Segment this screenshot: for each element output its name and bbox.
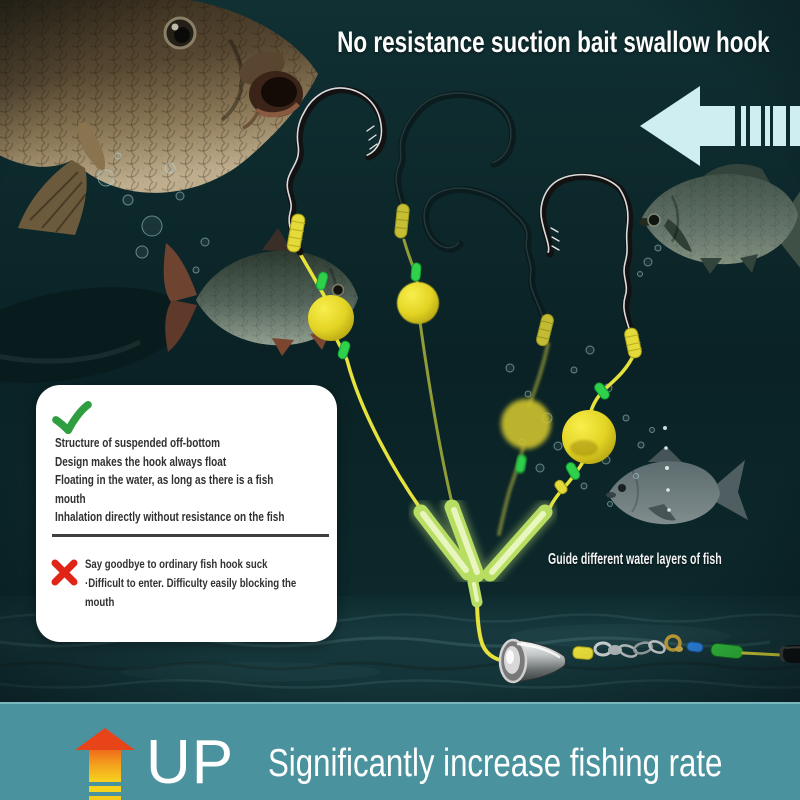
card-divider [52, 534, 329, 537]
cons-row: Say goodbye to ordinary fish hook suck ·… [51, 551, 425, 612]
pros-text: Structure of suspended off-bottom Design… [55, 436, 285, 524]
water-layers-caption: Guide different water layers of fish [548, 551, 800, 569]
arrow-left-striped-icon [640, 86, 800, 166]
cons-text: Say goodbye to ordinary fish hook suck ·… [85, 557, 297, 609]
headline-text: No resistance suction bait swallow hook [336, 26, 770, 59]
cross-icon [51, 559, 78, 586]
headline: No resistance suction bait swallow hook [306, 26, 800, 60]
up-label: UP [146, 728, 235, 797]
arrow-up-gradient-icon [75, 728, 135, 800]
benefits-card: Structure of suspended off-bottom Design… [36, 385, 337, 642]
check-icon [52, 401, 92, 435]
footer-band: UP Significantly increase fishing rate [0, 702, 800, 800]
slogan-text: Significantly increase fishing rate [268, 742, 723, 785]
water-layers-caption-text: Guide different water layers of fish [548, 551, 722, 568]
slogan: Significantly increase fishing rate [268, 742, 800, 786]
